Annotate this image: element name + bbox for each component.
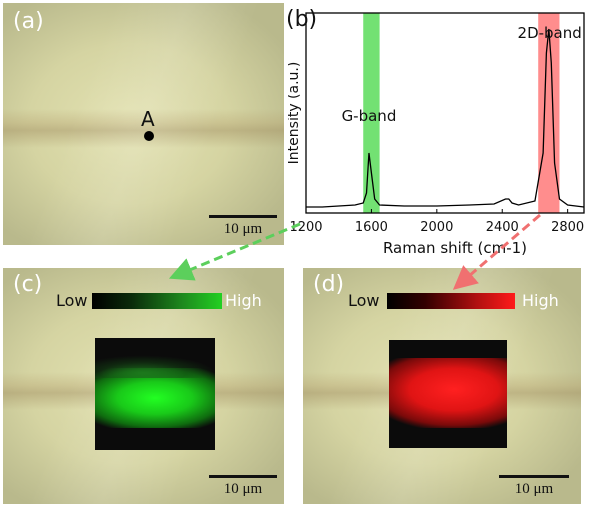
g-band-intensity-mid-region: [95, 353, 215, 378]
g-band-intensity-map: [95, 338, 215, 450]
x-tick-label: 2800: [551, 220, 584, 235]
panel-b-spectrum: (b) 1200 1600 2000 2400 2800 Raman shift (cm-…: [288, 3, 600, 265]
point-a-label: A: [141, 107, 155, 131]
panel-a-micrograph: (a) A 10 μm: [3, 3, 284, 245]
x-tick-label: 2000: [420, 220, 453, 235]
x-axis-label: Raman shift (cm-1): [383, 239, 527, 257]
scale-bar-c-label: 10 μm: [223, 481, 263, 497]
g-band-annotation: G-band: [342, 107, 397, 125]
panel-c-micrograph: (c) Low High 10 μm: [3, 268, 284, 504]
2d-band-arrow: [452, 213, 541, 290]
plot-frame: [305, 12, 585, 214]
2d-band-intensity-map: [389, 340, 507, 448]
point-a-marker: [144, 131, 154, 141]
spectrum-line: [306, 28, 585, 208]
g-band-arrow: [168, 222, 301, 281]
panel-c-label: (c): [13, 272, 43, 297]
colorbar-d-high-label: High: [522, 291, 559, 310]
2d-band-annotation: 2D-band: [518, 24, 582, 42]
g-band-highlight: [363, 13, 380, 213]
2d-band-intensity-high-region: [389, 358, 507, 428]
x-tick-label: 2400: [486, 220, 519, 235]
panel-d-micrograph: (d) Low High 10 μm: [303, 268, 581, 504]
g-band-intensity-high-region: [95, 368, 215, 428]
colorbar-c-low-label: Low: [56, 291, 88, 310]
panel-b-label: (b): [288, 7, 318, 32]
x-tick-label: 1600: [355, 220, 388, 235]
panel-a-label: (a): [13, 9, 44, 34]
colorbar-d: [387, 293, 515, 309]
scale-bar-d-label: 10 μm: [514, 481, 554, 497]
scale-bar-a-label: 10 μm: [223, 221, 263, 237]
y-axis-label: Intensity (a.u.): [288, 62, 302, 165]
colorbar-c-high-label: High: [225, 291, 262, 310]
colorbar-c: [92, 293, 222, 309]
panel-d-label: (d): [313, 272, 345, 297]
colorbar-d-low-label: Low: [348, 291, 380, 310]
